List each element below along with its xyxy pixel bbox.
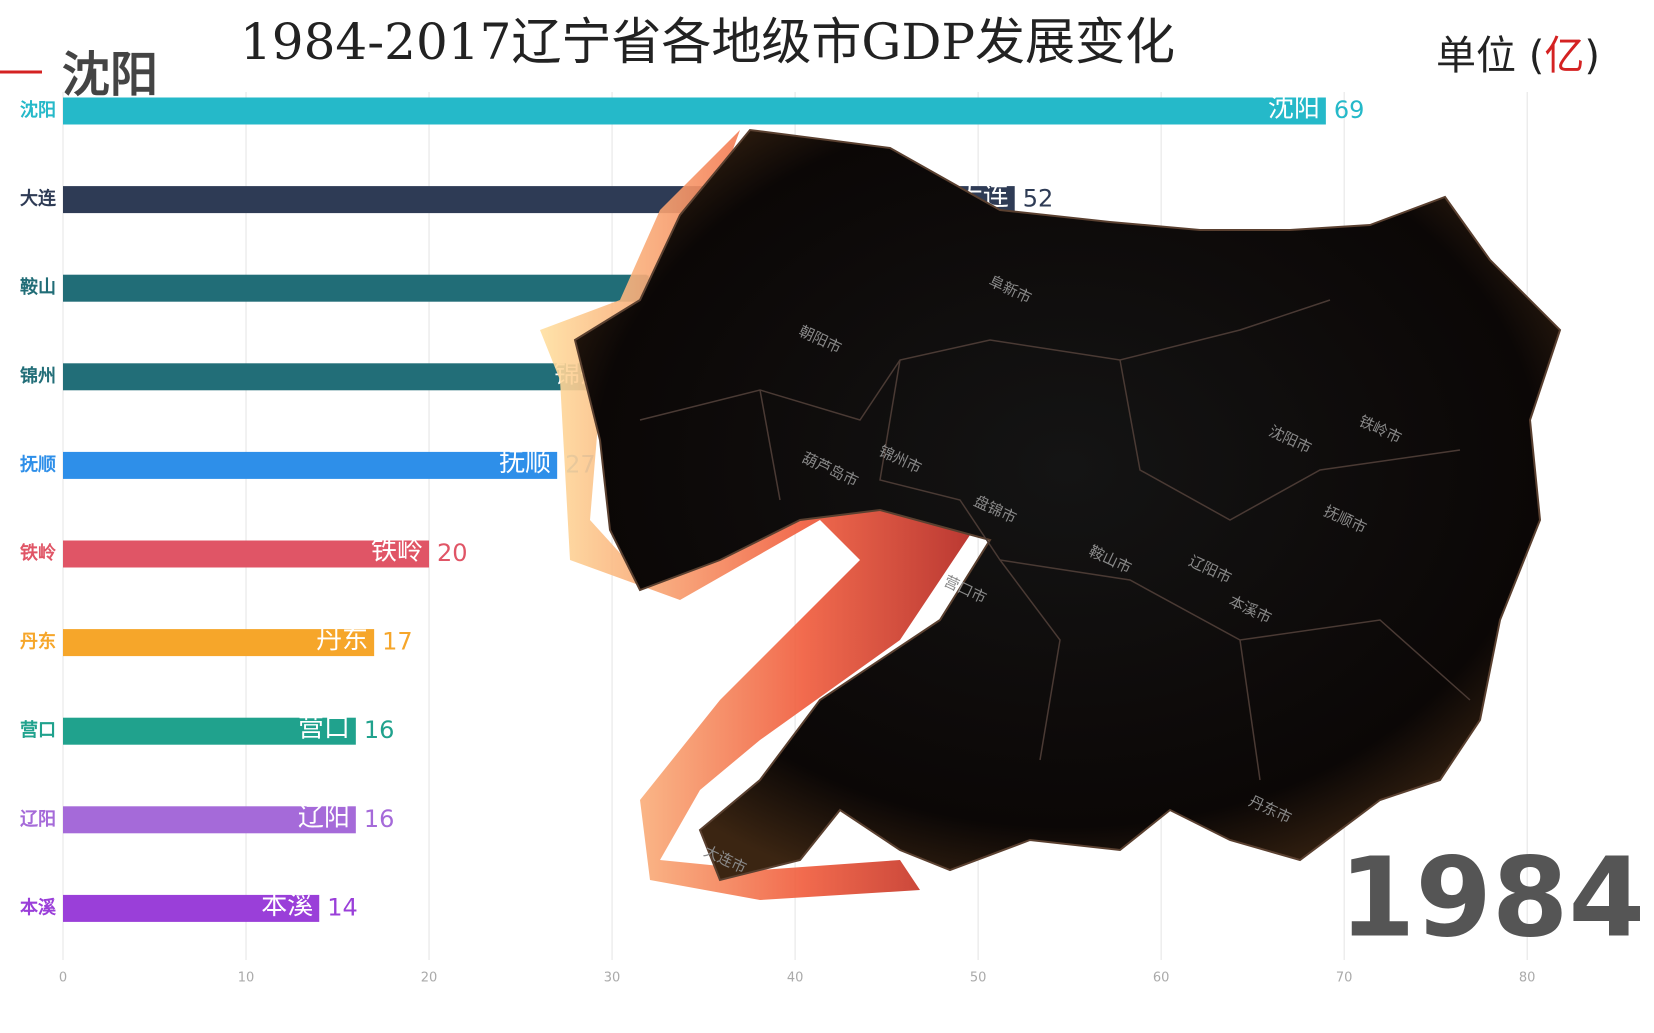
value-label: 17 <box>382 628 413 656</box>
bar-name: 丹东 <box>316 625 368 655</box>
bar <box>63 540 430 568</box>
x-tick-label: 30 <box>604 971 621 986</box>
bar-name: 铁岭 <box>371 537 423 567</box>
unit-suffix: ) <box>1584 33 1600 79</box>
bar <box>63 451 558 479</box>
bar <box>63 97 1326 125</box>
bar-name: 辽阳 <box>298 802 350 832</box>
province <box>573 128 1562 882</box>
y-tick-label: 抚顺 <box>20 454 56 475</box>
y-tick-label: 锦州 <box>20 365 56 387</box>
bar <box>63 806 356 834</box>
bar <box>63 274 704 302</box>
chart-title: 1984-2017辽宁省各地级市GDP发展变化 <box>240 13 1175 71</box>
bar-name: 本溪 <box>261 891 313 921</box>
unit-prefix: 单位 ( <box>1436 33 1544 79</box>
x-tick-label: 60 <box>1153 971 1170 986</box>
x-tick-label: 0 <box>59 971 67 986</box>
bar-name: 沈阳 <box>1268 94 1320 124</box>
value-label: 14 <box>327 893 358 921</box>
year: 1984 <box>1339 833 1645 961</box>
value-label: 20 <box>437 539 468 567</box>
value-label: 52 <box>1023 185 1054 213</box>
bar <box>63 629 375 657</box>
y-tick-label: 营口 <box>20 719 56 741</box>
bar <box>63 363 613 391</box>
leader-name: 沈阳 <box>62 47 158 103</box>
bar <box>63 894 320 922</box>
unit-label: 单位 (亿) <box>1436 33 1600 79</box>
x-tick-label: 40 <box>787 971 804 986</box>
y-tick-label: 铁岭 <box>20 542 56 564</box>
value-label: 16 <box>364 716 395 744</box>
y-tick-label: 辽阳 <box>20 809 56 830</box>
x-tick-label: 20 <box>421 971 438 986</box>
bar-name: 营口 <box>298 714 350 744</box>
y-tick-label: 鞍山 <box>20 276 56 298</box>
x-tick-label: 50 <box>970 971 987 986</box>
x-tick-label: 10 <box>238 971 255 986</box>
y-tick-label: 本溪 <box>20 896 57 918</box>
unit-value: 亿 <box>1544 33 1584 79</box>
value-label: 69 <box>1334 96 1365 124</box>
value-label: 16 <box>364 805 395 833</box>
y-tick-label: 丹东 <box>20 631 56 653</box>
y-tick-label: 大连 <box>20 188 57 210</box>
x-tick-label: 80 <box>1519 971 1536 986</box>
y-tick-label: 沈阳 <box>20 99 56 121</box>
bar <box>63 717 356 745</box>
x-tick-label: 70 <box>1336 971 1353 986</box>
map <box>540 128 1562 900</box>
bar-name: 抚顺 <box>499 448 551 478</box>
